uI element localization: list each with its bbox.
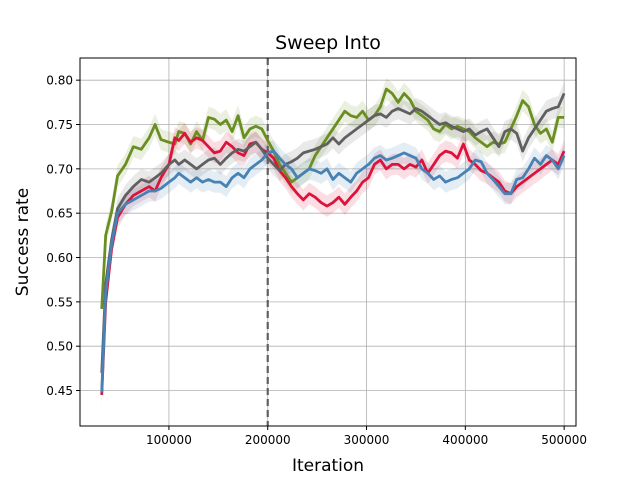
- x-axis-label: Iteration: [292, 456, 364, 476]
- y-tick-label: 0.75: [46, 118, 73, 132]
- x-tick-label: 400000: [442, 433, 488, 447]
- series-line: [100, 92, 566, 373]
- plot-area-frame: [79, 57, 577, 427]
- y-tick-label: 0.50: [46, 340, 73, 354]
- x-tick-label: 300000: [344, 433, 390, 447]
- series-lines: [100, 87, 566, 396]
- series-band: [101, 82, 565, 384]
- x-tick-label: 500000: [541, 433, 587, 447]
- y-tick-label: 0.70: [46, 162, 73, 176]
- x-tick-label: 200000: [245, 433, 291, 447]
- y-tick-label: 0.60: [46, 251, 73, 265]
- series-line: [100, 149, 566, 393]
- y-tick-label: 0.65: [46, 207, 73, 221]
- x-axis-ticks: 100000 200000 300000 400000 500000: [146, 426, 587, 447]
- y-tick-label: 0.80: [46, 74, 73, 88]
- y-tick-label: 0.55: [46, 295, 73, 309]
- x-tick-label: 100000: [146, 433, 192, 447]
- y-axis-label: Success rate: [13, 188, 33, 296]
- y-tick-label: 0.45: [46, 384, 73, 398]
- y-axis-ticks: 0.45 0.50 0.55 0.60 0.65 0.70 0.75 0.80: [46, 74, 80, 398]
- chart-title: Sweep Into: [275, 32, 381, 54]
